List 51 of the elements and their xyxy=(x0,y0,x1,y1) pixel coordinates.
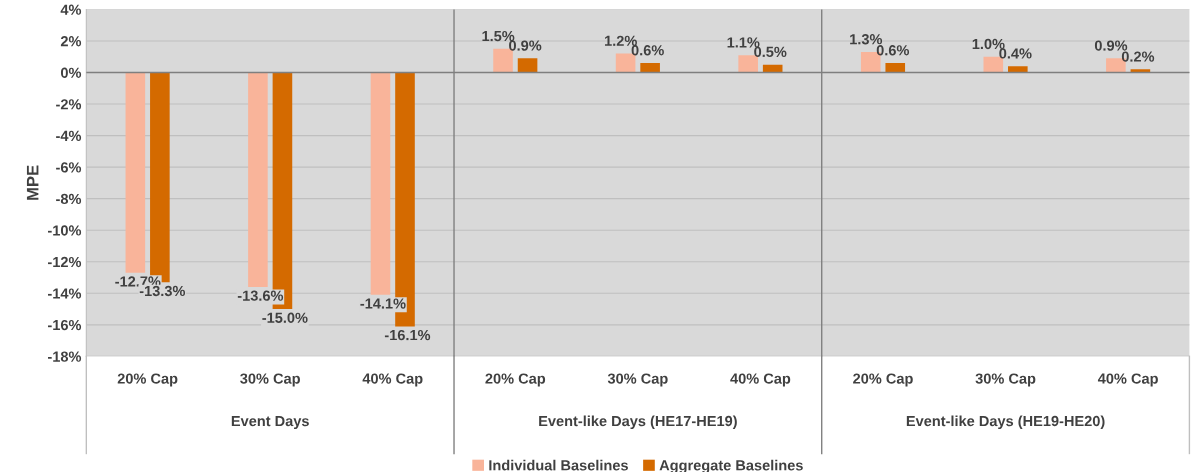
y-tick-label: -2% xyxy=(56,99,82,110)
data-label: 1.2% xyxy=(605,35,637,46)
y-tick-label: -12% xyxy=(47,256,82,268)
text: Event-like Days (HE17-HE19) xyxy=(539,415,737,430)
bar xyxy=(370,72,391,295)
x-tick-label: 40% Cap xyxy=(1097,373,1158,387)
y-tick-label: -16% xyxy=(47,319,82,331)
bar xyxy=(1008,66,1028,73)
data-label: 0.6% xyxy=(631,45,664,56)
bar xyxy=(125,72,146,273)
data-label: 0.2% xyxy=(1121,51,1155,62)
y-tick-label: 0% xyxy=(60,67,82,78)
x-tick-label: 30% Cap xyxy=(975,373,1036,387)
data-label: 0.6% xyxy=(876,45,910,56)
y-tick-label: -6% xyxy=(56,162,82,173)
x-tick-label: 30% Cap xyxy=(240,373,300,387)
legend-label: Individual Baselines xyxy=(489,459,628,471)
x-tick-label: 20% Cap xyxy=(485,373,546,387)
y-tick-label: -10% xyxy=(47,225,82,236)
data-label: 1.1% xyxy=(727,37,760,48)
x-tick-label: 20% Cap xyxy=(853,373,913,387)
data-label: -16.1% xyxy=(384,329,431,341)
text: Event Days xyxy=(231,416,309,430)
x-tick-label: 40% Cap xyxy=(362,373,423,387)
data-label: -15.0% xyxy=(262,312,308,323)
bar xyxy=(640,63,660,73)
bar xyxy=(738,55,758,73)
data-label: 0.9% xyxy=(1094,40,1128,51)
bar xyxy=(517,58,538,73)
data-label: -13.3% xyxy=(139,285,186,297)
bar xyxy=(885,63,906,73)
data-label: 1.5% xyxy=(482,30,515,42)
y-tick-label: 4% xyxy=(60,4,82,15)
bar xyxy=(1130,69,1151,73)
data-label: 1.0% xyxy=(972,38,1005,50)
data-label: -14.1% xyxy=(360,298,406,309)
text: Event-like Days (HE19-HE20) xyxy=(906,415,1105,430)
x-tick-label: 30% Cap xyxy=(607,373,668,387)
data-label: 0.5% xyxy=(754,46,787,58)
y-tick-label: -18% xyxy=(47,351,82,362)
data-label: -13.6% xyxy=(237,290,284,301)
y-tick-label: -4% xyxy=(56,130,82,141)
data-label: 0.9% xyxy=(509,40,542,51)
y-tick-label: -8% xyxy=(56,193,82,205)
data-label: 1.3% xyxy=(850,34,883,45)
x-tick-label: 40% Cap xyxy=(730,373,791,387)
data-label: 0.4% xyxy=(999,48,1032,59)
x-tick-label: 20% Cap xyxy=(117,373,178,387)
y-tick-label: 2% xyxy=(60,36,82,47)
y-tick-label: -14% xyxy=(47,288,82,299)
y-axis-title: MPE xyxy=(26,165,39,200)
